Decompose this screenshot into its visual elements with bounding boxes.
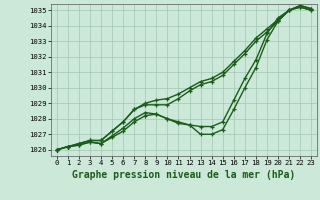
X-axis label: Graphe pression niveau de la mer (hPa): Graphe pression niveau de la mer (hPa) [72, 170, 296, 180]
